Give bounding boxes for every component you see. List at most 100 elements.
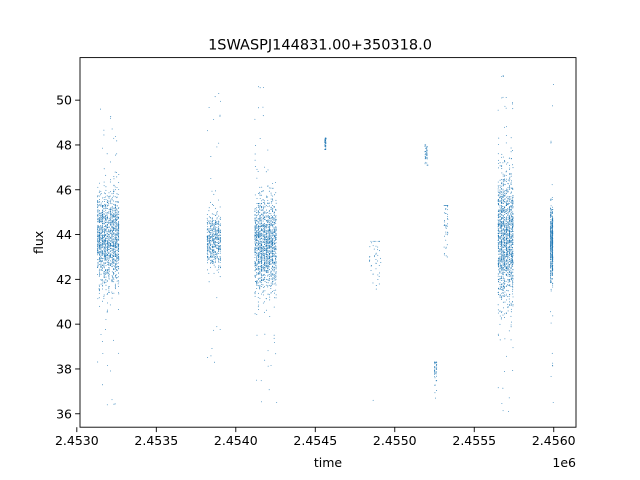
data-point bbox=[502, 194, 504, 196]
data-point bbox=[97, 214, 99, 216]
data-point bbox=[501, 168, 503, 169]
data-point bbox=[261, 273, 262, 275]
data-point bbox=[502, 283, 504, 285]
data-point bbox=[267, 244, 269, 246]
data-point bbox=[97, 229, 99, 231]
data-point bbox=[497, 188, 499, 190]
data-point bbox=[207, 228, 209, 230]
data-point bbox=[118, 233, 120, 234]
data-point bbox=[106, 214, 108, 216]
data-point bbox=[265, 196, 267, 198]
data-point bbox=[116, 236, 118, 238]
data-point bbox=[206, 241, 208, 242]
data-point bbox=[109, 233, 111, 234]
data-point bbox=[220, 223, 221, 225]
data-point bbox=[265, 298, 267, 300]
data-point bbox=[116, 274, 118, 276]
data-point bbox=[262, 267, 264, 269]
data-point bbox=[262, 239, 264, 241]
data-point bbox=[264, 203, 266, 205]
data-point bbox=[505, 270, 507, 272]
data-point bbox=[110, 236, 112, 238]
data-point bbox=[272, 269, 274, 271]
data-point bbox=[262, 190, 264, 192]
data-point bbox=[255, 228, 256, 230]
data-point bbox=[255, 264, 256, 266]
data-point bbox=[254, 234, 256, 236]
data-point bbox=[268, 246, 270, 248]
data-point bbox=[502, 206, 504, 207]
data-point bbox=[270, 192, 272, 194]
data-point bbox=[267, 254, 269, 256]
data-point bbox=[256, 246, 258, 248]
data-point bbox=[509, 221, 511, 223]
data-point bbox=[507, 199, 509, 201]
data-point bbox=[267, 212, 269, 213]
data-point bbox=[267, 293, 269, 295]
data-point bbox=[275, 241, 277, 243]
data-point bbox=[208, 207, 210, 209]
data-point bbox=[512, 271, 514, 273]
data-point bbox=[219, 328, 221, 330]
data-point bbox=[256, 214, 258, 216]
data-point bbox=[97, 218, 99, 220]
data-point bbox=[108, 292, 110, 294]
data-point bbox=[508, 215, 510, 217]
data-point bbox=[498, 243, 499, 245]
data-point bbox=[257, 277, 259, 279]
data-point bbox=[497, 312, 499, 314]
data-point bbox=[108, 251, 110, 253]
data-point bbox=[219, 242, 221, 244]
data-point bbox=[108, 286, 110, 288]
data-point bbox=[264, 216, 266, 218]
data-point bbox=[110, 231, 112, 233]
data-point bbox=[269, 316, 271, 317]
data-point bbox=[107, 248, 108, 249]
data-point bbox=[211, 251, 213, 253]
data-point bbox=[504, 268, 505, 270]
data-point bbox=[217, 220, 219, 222]
data-point bbox=[324, 137, 326, 139]
data-point bbox=[506, 240, 508, 242]
data-point bbox=[445, 226, 447, 228]
data-point bbox=[117, 309, 119, 311]
data-point bbox=[267, 259, 269, 261]
data-point bbox=[97, 218, 99, 220]
data-point bbox=[262, 265, 264, 267]
data-point bbox=[275, 243, 277, 245]
data-point bbox=[107, 204, 109, 206]
data-point bbox=[502, 224, 504, 226]
data-point bbox=[116, 243, 118, 245]
data-point bbox=[261, 242, 263, 244]
data-point bbox=[508, 274, 510, 276]
data-point bbox=[497, 309, 499, 311]
data-point bbox=[502, 214, 504, 216]
data-point bbox=[105, 203, 107, 205]
data-point bbox=[272, 265, 274, 267]
data-point bbox=[108, 268, 110, 270]
data-point bbox=[213, 272, 215, 274]
data-point bbox=[259, 256, 261, 258]
data-point bbox=[113, 274, 115, 276]
data-point bbox=[259, 287, 261, 288]
data-point bbox=[552, 362, 554, 364]
data-point bbox=[110, 263, 112, 264]
data-point bbox=[257, 243, 259, 244]
data-point bbox=[117, 251, 119, 253]
data-point bbox=[261, 230, 263, 232]
data-points bbox=[97, 75, 554, 412]
data-point bbox=[434, 377, 436, 379]
data-point bbox=[266, 241, 268, 243]
data-point bbox=[212, 217, 213, 219]
data-point bbox=[499, 249, 501, 251]
data-point bbox=[497, 195, 499, 197]
data-point bbox=[501, 403, 503, 404]
data-point bbox=[211, 222, 213, 224]
data-point bbox=[377, 254, 379, 256]
data-point bbox=[210, 255, 212, 257]
data-point bbox=[436, 390, 438, 391]
data-point bbox=[270, 208, 272, 210]
data-point bbox=[270, 231, 272, 232]
data-point bbox=[216, 246, 218, 248]
data-point bbox=[510, 187, 512, 189]
